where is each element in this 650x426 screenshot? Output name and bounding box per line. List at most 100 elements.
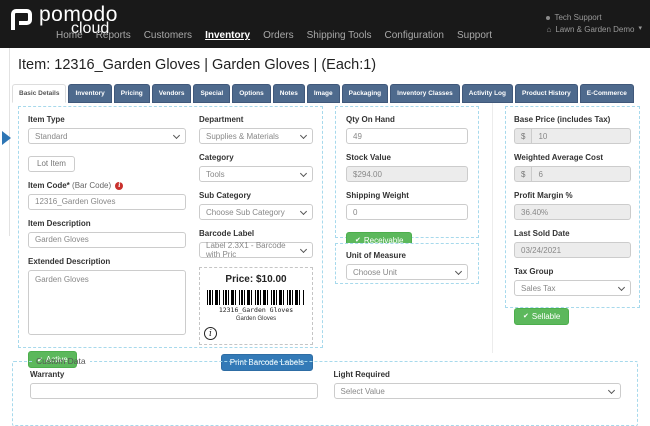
weighted-avg-cost-value: 6 bbox=[531, 166, 631, 182]
nav-item-customers[interactable]: Customers bbox=[143, 30, 193, 41]
stock-value-field: Stock Value $294.00 bbox=[346, 153, 468, 182]
chevron-down-icon bbox=[299, 245, 308, 254]
tab-basic-details[interactable]: Basic Details bbox=[12, 84, 67, 103]
warranty-input[interactable] bbox=[30, 383, 318, 399]
item-type-value: Standard bbox=[35, 131, 68, 141]
chevron-down-icon bbox=[607, 386, 616, 395]
chevron-down-icon bbox=[299, 207, 308, 216]
required-info-icon[interactable]: i bbox=[115, 181, 124, 190]
unit-of-measure-field: Unit of Measure Choose Unit bbox=[346, 251, 468, 280]
user-account-row: ⌂ Lawn & Garden Demo ▾ bbox=[546, 24, 642, 36]
barcode-code-text: 12316_Garden Gloves bbox=[218, 306, 294, 314]
sub-category-value: Choose Sub Category bbox=[206, 207, 285, 217]
print-barcode-labels-button[interactable]: Print Barcode Labels bbox=[220, 354, 313, 371]
tab-options[interactable]: Options bbox=[232, 84, 271, 103]
tab-product-history[interactable]: Product History bbox=[514, 84, 578, 103]
light-required-label: Light Required bbox=[333, 370, 390, 379]
last-sold-date-display: 03/24/2021 bbox=[514, 242, 631, 258]
chevron-down-icon bbox=[454, 267, 463, 276]
shipping-weight-label: Shipping Weight bbox=[346, 191, 409, 200]
custom-data-legend: Custom Data bbox=[36, 356, 86, 366]
company-icon: ⌂ bbox=[546, 24, 552, 34]
warranty-label: Warranty bbox=[30, 370, 65, 379]
extended-description-label: Extended Description bbox=[28, 256, 111, 266]
qty-on-hand-label: Qty On Hand bbox=[346, 115, 395, 124]
nav-item-inventory[interactable]: Inventory bbox=[205, 30, 251, 41]
unit-of-measure-group: Unit of Measure Choose Unit bbox=[335, 243, 479, 284]
sellable-toggle-button[interactable]: ✔ Sellable bbox=[514, 307, 570, 325]
unit-of-measure-select[interactable]: Choose Unit bbox=[346, 264, 468, 280]
tab-pricing[interactable]: Pricing bbox=[113, 84, 150, 103]
tab-vendors[interactable]: Vendors bbox=[151, 84, 192, 103]
last-sold-date-field: Last Sold Date 03/24/2021 bbox=[514, 229, 631, 258]
item-description-input[interactable] bbox=[28, 231, 186, 248]
weighted-avg-cost-input-group: $ 6 bbox=[514, 166, 631, 182]
department-value: Supplies & Materials bbox=[206, 131, 279, 141]
tab-notes[interactable]: Notes bbox=[272, 84, 305, 103]
tab-special[interactable]: Special bbox=[193, 84, 231, 103]
nav-item-support[interactable]: Support bbox=[457, 30, 493, 41]
tab-inventory[interactable]: Inventory bbox=[68, 84, 112, 103]
user-support-label: Tech Support bbox=[554, 13, 602, 22]
nav-item-reports[interactable]: Reports bbox=[95, 30, 131, 41]
item-identity-group: Item Type Standard Lot Item Item Code* (… bbox=[18, 106, 323, 371]
brand-top: pomodo bbox=[39, 3, 118, 26]
item-code-input[interactable] bbox=[28, 193, 186, 210]
department-select[interactable]: Supplies & Materials bbox=[199, 128, 313, 144]
identity-column-right: Department Supplies & Materials Category… bbox=[199, 115, 313, 371]
light-required-select[interactable]: Select Value bbox=[333, 383, 621, 399]
weighted-avg-cost-label: Weighted Average Cost bbox=[514, 153, 604, 162]
unit-of-measure-label: Unit of Measure bbox=[346, 251, 407, 260]
page-title: Item: 12316_Garden Gloves | Garden Glove… bbox=[18, 57, 377, 73]
tab-e-commerce[interactable]: E-Commerce bbox=[579, 84, 634, 103]
base-price-input-group: $ 10 bbox=[514, 128, 631, 144]
user-support-row: Tech Support bbox=[546, 12, 642, 24]
nav-item-shipping-tools[interactable]: Shipping Tools bbox=[306, 30, 372, 41]
tab-activity-log[interactable]: Activity Log bbox=[461, 84, 513, 103]
user-menu[interactable]: Tech Support ⌂ Lawn & Garden Demo ▾ bbox=[546, 12, 642, 35]
qty-on-hand-input[interactable] bbox=[346, 128, 468, 144]
shipping-weight-field: Shipping Weight bbox=[346, 191, 468, 220]
department-label: Department bbox=[199, 115, 244, 124]
nav-item-configuration[interactable]: Configuration bbox=[384, 30, 444, 41]
pomodo-logo[interactable]: pomodo cloud bbox=[8, 4, 118, 37]
chevron-down-icon bbox=[172, 131, 181, 140]
tax-group-select[interactable]: Sales Tax bbox=[514, 280, 631, 296]
sub-category-select[interactable]: Choose Sub Category bbox=[199, 204, 313, 220]
weighted-avg-cost-field: Weighted Average Cost $ 6 bbox=[514, 153, 631, 182]
barcode-label-field: Barcode Label Label 2.3X1 - Barcode with… bbox=[199, 229, 313, 259]
check-icon: ✔ bbox=[37, 356, 43, 364]
active-toggle-button[interactable]: ✔ Active bbox=[28, 351, 77, 368]
barcode-preview: Price: $10.00 12316_Garden Gloves Garden… bbox=[199, 267, 313, 345]
extended-description-textarea[interactable]: Garden Gloves bbox=[28, 269, 186, 335]
info-circle-icon[interactable]: i bbox=[204, 327, 217, 340]
tab-packaging[interactable]: Packaging bbox=[341, 84, 389, 103]
stock-value-text: $294.00 bbox=[353, 169, 382, 179]
tax-group-value: Sales Tax bbox=[521, 283, 556, 293]
sub-category-field: Sub Category Choose Sub Category bbox=[199, 191, 313, 220]
brand-bottom: cloud bbox=[71, 20, 110, 37]
tab-inventory-classes[interactable]: Inventory Classes bbox=[390, 84, 460, 103]
item-description-label: Item Description bbox=[28, 218, 91, 228]
barcode-label-select[interactable]: Label 2.3X1 - Barcode with Pric bbox=[199, 241, 313, 259]
light-required-value: Select Value bbox=[340, 386, 385, 396]
item-type-select[interactable]: Standard bbox=[28, 128, 186, 144]
currency-prefix: $ bbox=[514, 128, 532, 144]
check-icon: ✔ bbox=[355, 237, 361, 244]
nav-item-home[interactable]: Home bbox=[56, 30, 83, 41]
lot-item-button[interactable]: Lot Item bbox=[28, 155, 75, 172]
sidebar-expand-arrow-icon[interactable] bbox=[2, 131, 11, 145]
tab-image[interactable]: Image bbox=[306, 84, 340, 103]
item-type-field: Item Type Standard bbox=[28, 115, 186, 144]
category-select[interactable]: Tools bbox=[199, 166, 313, 182]
chevron-down-icon bbox=[617, 283, 626, 292]
nav-item-orders[interactable]: Orders bbox=[263, 30, 294, 41]
category-label: Category bbox=[199, 153, 234, 162]
active-button-label: Active bbox=[45, 355, 68, 364]
category-field: Category Tools bbox=[199, 153, 313, 182]
item-code-label: Item Code* (Bar Code) i bbox=[28, 181, 186, 190]
shipping-weight-input[interactable] bbox=[346, 204, 468, 220]
tab-bar: Basic Details Inventory Pricing Vendors Spec… bbox=[12, 84, 634, 103]
profit-margin-field: Profit Margin % 36.40% bbox=[514, 191, 631, 220]
